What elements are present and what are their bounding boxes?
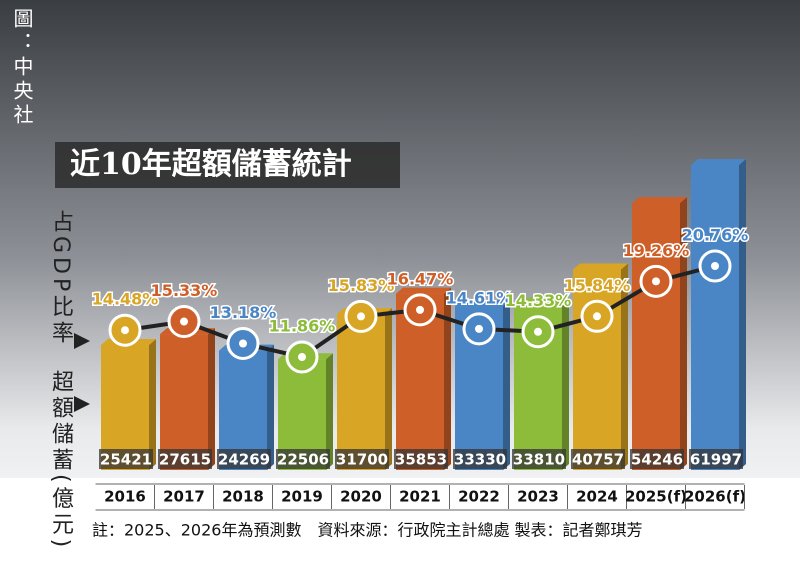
bar: [691, 165, 739, 470]
bar-label-bg: [217, 449, 271, 469]
point-center: [180, 317, 188, 326]
bar-top: [632, 197, 687, 204]
x-tick-label: 2023: [517, 488, 559, 506]
point-center: [121, 326, 129, 335]
bar-side: [621, 263, 628, 470]
bar-label: 25421: [100, 451, 152, 469]
point-label: 15.33%: [151, 281, 218, 300]
bar-label-bg: [630, 449, 684, 469]
x-tick-label: 2026(f): [684, 488, 746, 506]
bar-label: 33810: [513, 451, 565, 469]
title-box: [55, 142, 400, 188]
bar-label: 54246: [631, 451, 683, 469]
point-center: [534, 327, 542, 336]
bar-top: [573, 263, 628, 270]
point-center: [475, 324, 483, 333]
bar-side: [739, 159, 746, 470]
point-center: [239, 339, 247, 348]
chart-title: 近10年超額儲蓄統計: [70, 147, 352, 182]
bar-side: [680, 197, 687, 470]
bar: [160, 334, 208, 470]
bar-side: [444, 287, 451, 470]
footnote: 註：2025、2026年為預測數 資料來源：行政院主計總處 製表：記者鄭琪芳: [92, 521, 643, 540]
bar-label: 31700: [336, 451, 388, 469]
bar-side: [385, 308, 392, 470]
footer-bg: [0, 478, 800, 573]
bar-label-bg: [394, 449, 448, 469]
x-tick-label: 2025(f): [625, 488, 687, 506]
bar-label: 61997: [690, 451, 742, 469]
point-label: 11.86%: [269, 317, 336, 336]
point-label: 14.48%: [92, 290, 159, 309]
bar-label-bg: [276, 449, 330, 469]
point-label: 13.18%: [210, 303, 277, 322]
legend-line: 占GDP比率: [48, 210, 73, 348]
point-center: [652, 277, 660, 286]
point-center: [711, 262, 719, 270]
x-tick-label: 2020: [340, 488, 382, 506]
bar-side: [267, 344, 274, 470]
bar-top: [691, 159, 746, 165]
bar-top: [455, 300, 510, 307]
x-tick-label: 2019: [281, 488, 323, 506]
point-label: 20.76%: [682, 226, 749, 245]
point-center: [357, 312, 365, 321]
x-tick-label: 2024: [576, 488, 618, 506]
bar-label-bg: [689, 449, 743, 469]
point-center: [298, 353, 306, 361]
legend-arrow: [74, 333, 90, 349]
bar-label: 40757: [572, 451, 624, 469]
bar-label-bg: [335, 449, 389, 469]
bar: [337, 314, 385, 470]
point-label: 16.47%: [387, 269, 454, 288]
legend-arrow: [74, 396, 90, 412]
bar-label: 24269: [218, 451, 270, 469]
bar-side: [503, 300, 510, 470]
bar-label-bg: [453, 449, 507, 469]
bar-label-bg: [512, 449, 566, 469]
bar-label-bg: [158, 449, 212, 469]
point-center: [593, 312, 601, 321]
bar-label: 22506: [277, 451, 329, 469]
point-label: 15.84%: [564, 276, 631, 295]
point-label: 14.61%: [446, 288, 513, 307]
bar: [573, 269, 621, 470]
legend-bar: 超額儲蓄(億元): [48, 370, 73, 552]
bar-label: 33330: [454, 451, 506, 469]
bar-side: [562, 297, 569, 470]
x-tick-label: 2017: [163, 488, 205, 506]
x-tick-label: 2018: [222, 488, 264, 506]
bar-top: [396, 287, 451, 294]
x-tick-label: 2016: [104, 488, 146, 506]
source: 圖：中央社: [10, 8, 34, 128]
point-label: 15.83%: [328, 276, 395, 295]
bar-side: [149, 338, 156, 470]
bar-side: [208, 328, 215, 470]
bar-label-bg: [571, 449, 625, 469]
point-label: 19.26%: [623, 241, 690, 260]
x-tick-label: 2022: [458, 488, 500, 506]
bar-side: [326, 353, 333, 470]
point-label: 14.33%: [505, 291, 572, 310]
bar-label: 27615: [159, 451, 211, 469]
bar-label: 35853: [395, 451, 447, 469]
point-center: [416, 305, 424, 314]
bar-top: [514, 297, 569, 304]
x-tick-label: 2021: [399, 488, 441, 506]
bar-label-bg: [99, 449, 153, 469]
bar: [632, 203, 680, 470]
